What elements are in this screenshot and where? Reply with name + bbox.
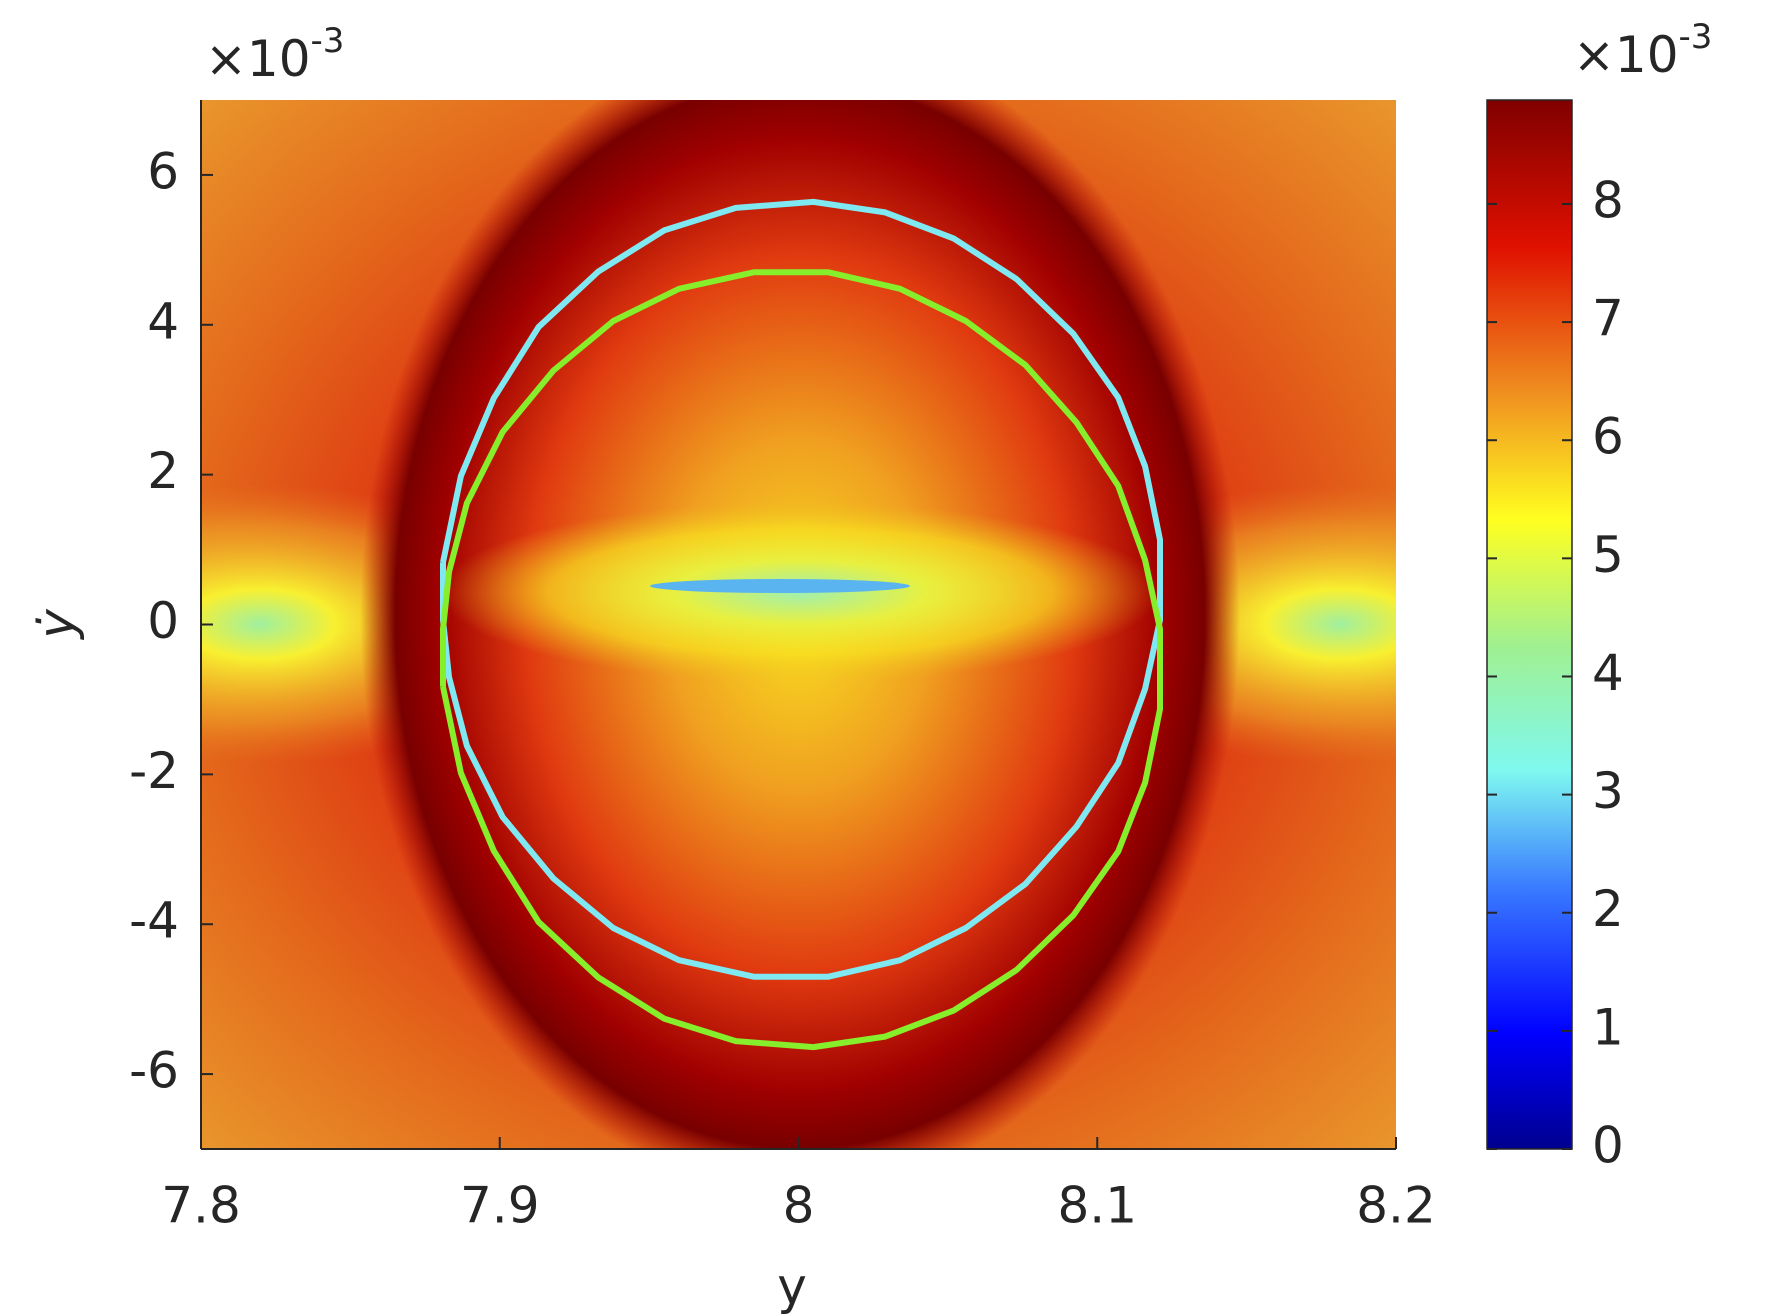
y-multiplier: ×10-3 bbox=[205, 21, 344, 88]
multiplier-exponent: -3 bbox=[311, 21, 345, 61]
y-tick-label: -4 bbox=[129, 892, 179, 950]
colorbar-multiplier: ×10-3 bbox=[1573, 17, 1712, 84]
curve bbox=[440, 269, 1163, 1051]
x-axis-label: y bbox=[777, 1258, 807, 1316]
y-axis-label: ẏ bbox=[28, 608, 86, 641]
x-tick-label: 8.1 bbox=[1057, 1177, 1137, 1235]
y-tick-label: 6 bbox=[147, 142, 179, 200]
colorbar-tick-label: 0 bbox=[1592, 1117, 1624, 1175]
multiplier-exponent: -3 bbox=[1679, 17, 1713, 57]
colorbar-tick-label: 4 bbox=[1592, 644, 1624, 702]
y-tick-label: -2 bbox=[129, 742, 179, 800]
multiplier-base: ×10 bbox=[1573, 26, 1679, 84]
multiplier-base: ×10 bbox=[205, 30, 311, 88]
x-tick-label: 8 bbox=[783, 1177, 815, 1235]
curve bbox=[440, 198, 1163, 980]
colorbar-tick-label: 5 bbox=[1592, 526, 1624, 584]
field-core bbox=[650, 579, 910, 593]
y-tick-label: 4 bbox=[147, 292, 179, 350]
x-tick-label: 7.8 bbox=[161, 1177, 241, 1235]
colorbar bbox=[1486, 99, 1573, 1150]
colorbar-tick-label: 2 bbox=[1592, 880, 1624, 938]
contour-field bbox=[201, 100, 1396, 1149]
colorbar-tick-label: 8 bbox=[1592, 171, 1624, 229]
y-tick-label: 2 bbox=[147, 442, 179, 500]
x-tick-label: 7.9 bbox=[460, 1177, 540, 1235]
colorbar-tick-label: 1 bbox=[1592, 998, 1624, 1056]
colorbar-tick-label: 6 bbox=[1592, 408, 1624, 466]
x-tick-label: 8.2 bbox=[1356, 1177, 1436, 1235]
y-tick-label: 0 bbox=[147, 592, 179, 650]
colorbar-tick-label: 3 bbox=[1592, 762, 1624, 820]
y-tick-label: -6 bbox=[129, 1042, 179, 1100]
colorbar-tick-label: 7 bbox=[1592, 290, 1624, 348]
